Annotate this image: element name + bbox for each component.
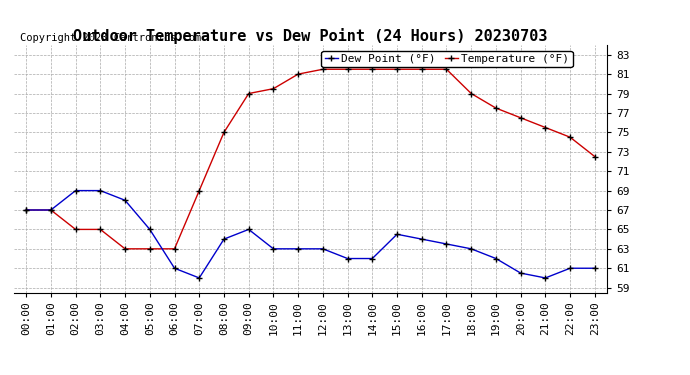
Legend: Dew Point (°F), Temperature (°F): Dew Point (°F), Temperature (°F) [322,51,573,67]
Title: Outdoor Temperature vs Dew Point (24 Hours) 20230703: Outdoor Temperature vs Dew Point (24 Hou… [73,28,548,44]
Text: Copyright 2023 Cartronics.com: Copyright 2023 Cartronics.com [20,33,201,42]
